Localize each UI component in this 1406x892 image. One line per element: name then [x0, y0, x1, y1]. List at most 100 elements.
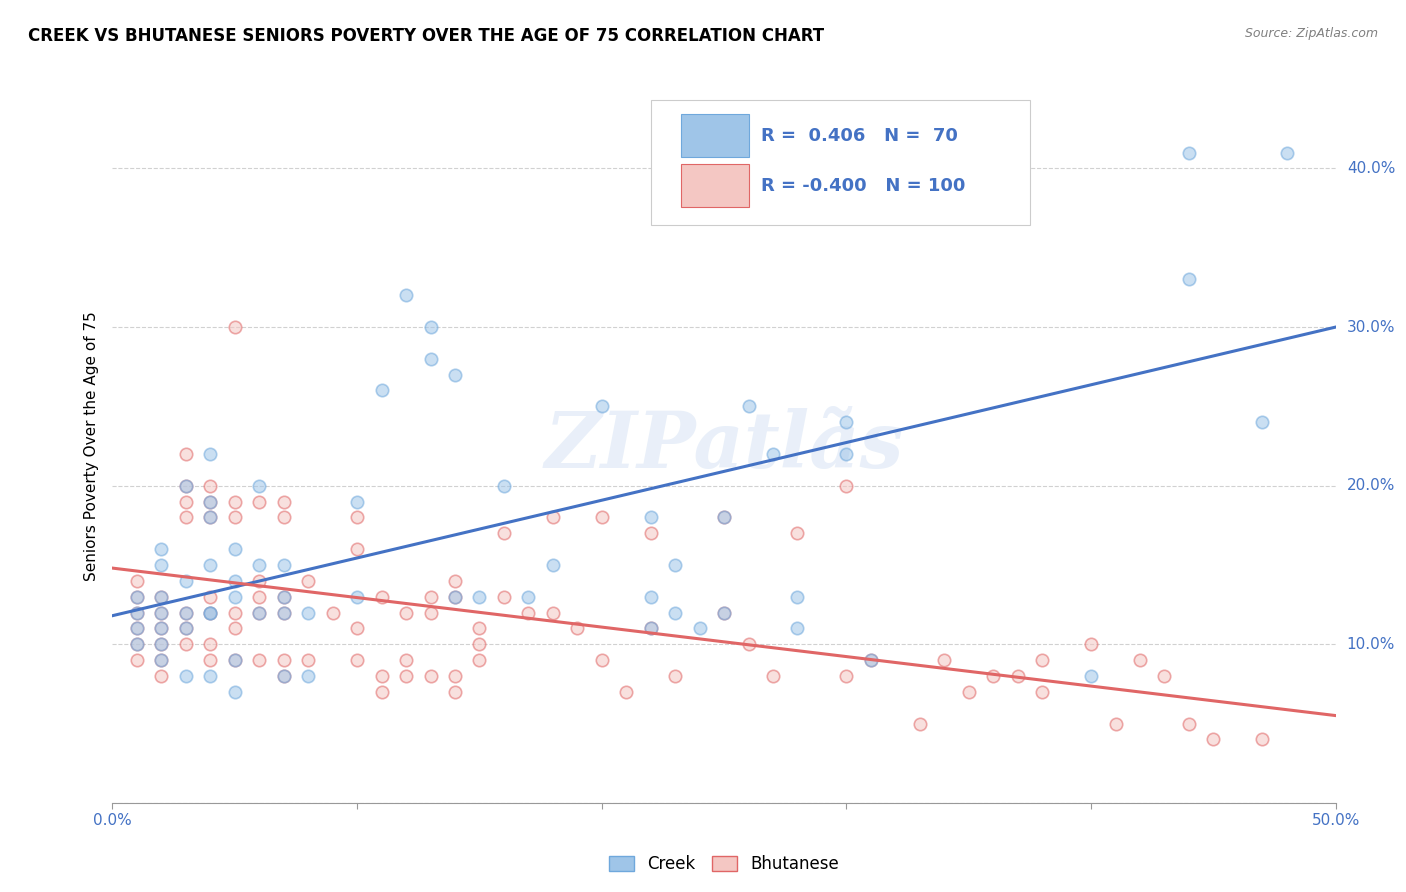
- Point: [419, 590, 441, 604]
- Point: [468, 653, 491, 667]
- Point: [200, 447, 222, 461]
- Point: [150, 653, 173, 667]
- Point: [395, 669, 418, 683]
- Point: [273, 494, 295, 508]
- Point: [664, 606, 686, 620]
- Text: R = -0.400   N = 100: R = -0.400 N = 100: [761, 177, 965, 194]
- Point: [297, 653, 319, 667]
- Point: [150, 542, 173, 557]
- Point: [1153, 669, 1175, 683]
- Point: [150, 637, 173, 651]
- Point: [492, 478, 515, 492]
- Point: [713, 510, 735, 524]
- Point: [125, 621, 148, 635]
- Point: [150, 669, 173, 683]
- Point: [150, 653, 173, 667]
- Bar: [682, 114, 748, 157]
- Text: 40.0%: 40.0%: [1347, 161, 1395, 176]
- Point: [591, 400, 613, 414]
- Point: [174, 621, 197, 635]
- Point: [224, 621, 246, 635]
- Point: [247, 606, 270, 620]
- Point: [247, 653, 270, 667]
- Text: R =  0.406   N =  70: R = 0.406 N = 70: [761, 127, 957, 145]
- Point: [273, 653, 295, 667]
- Point: [224, 590, 246, 604]
- Point: [125, 637, 148, 651]
- Point: [835, 669, 858, 683]
- Point: [444, 669, 467, 683]
- Point: [444, 574, 467, 588]
- Point: [1031, 653, 1053, 667]
- Point: [395, 288, 418, 302]
- Point: [247, 606, 270, 620]
- Point: [835, 415, 858, 429]
- Point: [273, 669, 295, 683]
- Point: [174, 637, 197, 651]
- Point: [125, 606, 148, 620]
- Point: [150, 558, 173, 572]
- Point: [1007, 669, 1029, 683]
- Point: [346, 494, 368, 508]
- Point: [786, 526, 808, 541]
- Point: [1178, 716, 1201, 731]
- Point: [346, 621, 368, 635]
- Point: [200, 590, 222, 604]
- Point: [174, 574, 197, 588]
- Point: [200, 558, 222, 572]
- Point: [247, 494, 270, 508]
- Point: [273, 606, 295, 620]
- Point: [444, 590, 467, 604]
- Point: [125, 637, 148, 651]
- Point: [444, 368, 467, 382]
- Point: [419, 320, 441, 334]
- Point: [174, 669, 197, 683]
- Point: [1275, 145, 1298, 160]
- Point: [370, 590, 392, 604]
- Point: [297, 606, 319, 620]
- Point: [150, 621, 173, 635]
- Point: [224, 685, 246, 699]
- Point: [150, 621, 173, 635]
- Point: [1251, 415, 1274, 429]
- Point: [174, 510, 197, 524]
- Point: [273, 669, 295, 683]
- Point: [200, 606, 222, 620]
- Point: [1202, 732, 1225, 747]
- Point: [273, 590, 295, 604]
- Point: [395, 606, 418, 620]
- Y-axis label: Seniors Poverty Over the Age of 75: Seniors Poverty Over the Age of 75: [83, 311, 98, 581]
- Point: [346, 542, 368, 557]
- Point: [150, 637, 173, 651]
- Point: [346, 590, 368, 604]
- Point: [322, 606, 344, 620]
- Point: [247, 558, 270, 572]
- Point: [1104, 716, 1126, 731]
- Point: [957, 685, 980, 699]
- Point: [786, 590, 808, 604]
- Point: [640, 590, 662, 604]
- Point: [200, 510, 222, 524]
- Point: [934, 653, 956, 667]
- Point: [224, 606, 246, 620]
- Point: [224, 510, 246, 524]
- Point: [640, 621, 662, 635]
- Point: [247, 574, 270, 588]
- Point: [591, 653, 613, 667]
- Point: [492, 526, 515, 541]
- Point: [200, 606, 222, 620]
- Point: [517, 590, 540, 604]
- Point: [174, 606, 197, 620]
- Point: [224, 494, 246, 508]
- Point: [297, 574, 319, 588]
- Point: [224, 574, 246, 588]
- Point: [908, 716, 931, 731]
- Point: [444, 590, 467, 604]
- Point: [247, 590, 270, 604]
- Point: [419, 606, 441, 620]
- Text: 10.0%: 10.0%: [1347, 637, 1395, 652]
- Point: [640, 526, 662, 541]
- Point: [1178, 145, 1201, 160]
- Point: [541, 606, 564, 620]
- Point: [713, 510, 735, 524]
